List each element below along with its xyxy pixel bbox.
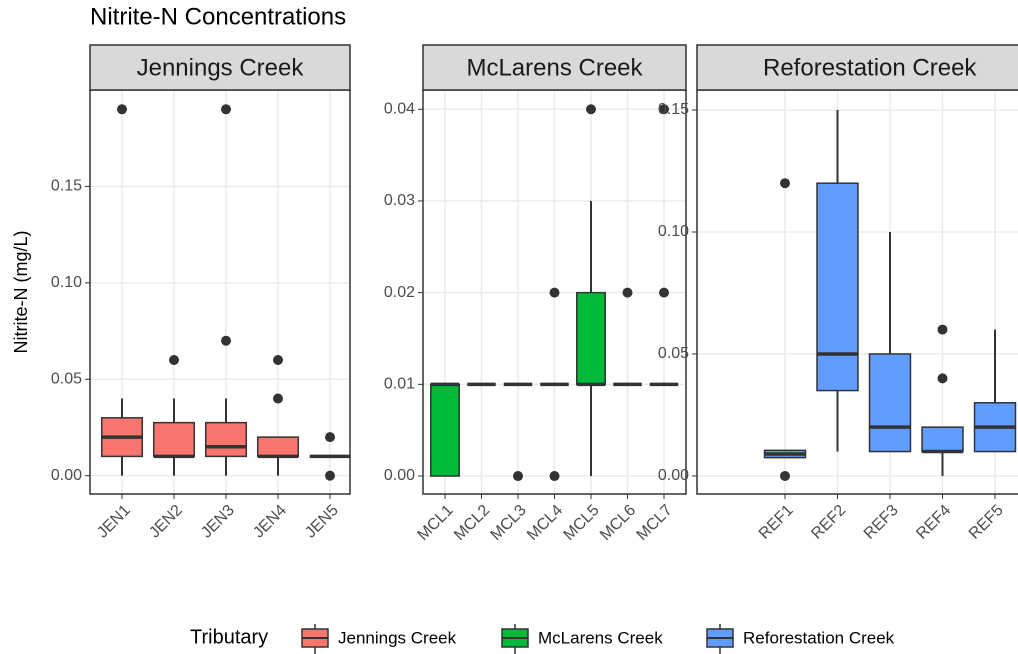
outlier: [221, 335, 231, 346]
outlier: [273, 354, 283, 365]
y-tick-label: 0.15: [658, 101, 689, 118]
strip: [422, 44, 687, 91]
x-tick-label: REF1: [756, 502, 797, 543]
panel: [90, 90, 350, 494]
outlier: [549, 287, 560, 298]
x-tick-label: JEN3: [198, 502, 238, 542]
x-tick-label: MCL1: [415, 502, 457, 544]
outlier: [273, 393, 283, 404]
x-tick-label: JEN5: [302, 502, 342, 542]
legend-label: McLarens Creek: [538, 628, 663, 647]
y-tick-label: 0.02: [384, 284, 415, 301]
outlier: [937, 324, 948, 335]
y-tick-label: 0.03: [384, 192, 415, 209]
outlier: [549, 471, 560, 482]
y-tick-label: 0.00: [658, 467, 689, 484]
x-tick-label: REF4: [913, 502, 954, 543]
x-tick-label: MCL2: [451, 502, 493, 544]
y-tick-label: 0.10: [51, 274, 82, 291]
outlier: [780, 470, 790, 481]
box: [430, 383, 460, 477]
y-tick-label: 0.10: [658, 223, 689, 240]
outlier: [659, 104, 669, 115]
x-tick-label: JEN1: [94, 502, 134, 542]
legend-label: Reforestation Creek: [743, 628, 895, 647]
x-tick-label: REF5: [966, 502, 1007, 543]
chart-title: Nitrite-N Concentrations: [90, 3, 346, 30]
box: [576, 291, 606, 386]
x-tick-label: MCL7: [634, 502, 676, 544]
strip-label: Jennings Creek: [137, 54, 305, 81]
y-tick-label: 0.15: [51, 178, 82, 195]
outlier: [622, 287, 633, 298]
box: [816, 182, 859, 392]
legend-label: Jennings Creek: [338, 628, 457, 647]
box: [868, 353, 912, 453]
outlier: [169, 354, 179, 365]
x-tick-label: MCL6: [597, 502, 639, 544]
y-tick-label: 0.05: [658, 345, 689, 362]
outlier: [586, 104, 596, 115]
x-tick-label: REF3: [861, 502, 902, 543]
box: [921, 426, 964, 453]
outlier: [659, 287, 669, 298]
box: [204, 421, 248, 458]
strip-label: Reforestation Creek: [763, 54, 977, 81]
y-tick-label: 0.00: [51, 467, 82, 484]
y-tick-label: 0.04: [384, 100, 415, 117]
strip-label: McLarens Creek: [466, 54, 643, 81]
outlier: [937, 373, 948, 384]
y-axis-title: Nitrite-N (mg/L): [11, 230, 31, 353]
outlier: [513, 471, 523, 482]
y-tick-label: 0.05: [51, 370, 82, 387]
outlier: [780, 178, 790, 189]
box: [152, 421, 196, 458]
panel: [423, 90, 686, 494]
box: [256, 436, 300, 458]
outlier: [325, 470, 335, 481]
x-tick-label: JEN2: [146, 502, 186, 542]
outlier: [221, 104, 231, 115]
panel: [697, 90, 1018, 494]
y-tick-label: 0.00: [384, 467, 415, 484]
x-tick-label: REF2: [808, 502, 849, 543]
strip: [89, 44, 351, 91]
strip: [696, 44, 1018, 91]
y-tick-label: 0.01: [384, 376, 415, 393]
x-tick-label: MCL3: [488, 502, 530, 544]
x-tick-label: MCL4: [524, 502, 566, 544]
x-tick-label: JEN4: [250, 502, 290, 542]
outlier: [117, 104, 127, 115]
legend-title: Tributary: [190, 626, 268, 648]
x-tick-label: MCL5: [561, 502, 603, 544]
outlier: [325, 432, 335, 443]
